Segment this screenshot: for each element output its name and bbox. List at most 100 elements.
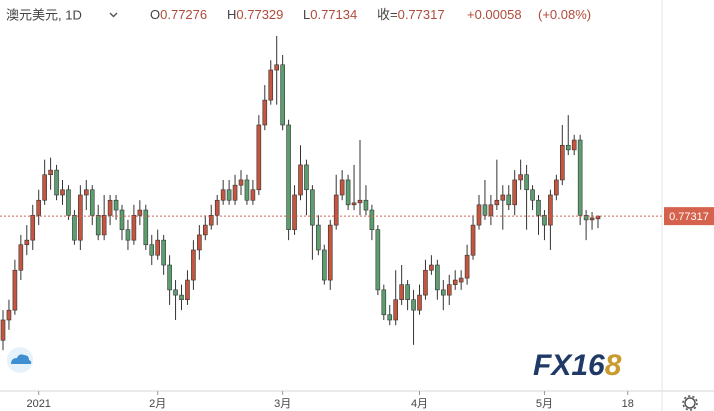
candle-body [583,214,589,221]
candle-body [214,199,220,216]
candle-body [512,179,518,206]
candle-body [458,277,464,283]
candle-body [452,279,458,285]
candle-body [304,164,309,191]
candle-body [54,169,59,196]
candle-body [464,254,470,279]
high-letter: H [227,7,236,22]
open-value: 0.77276 [160,7,207,22]
candle-body [571,139,577,151]
candle-body [280,64,285,126]
candle-body [113,199,119,211]
candle-body [30,214,36,241]
candle-body [48,169,53,176]
logo: FX168 [533,349,622,382]
candle-body [565,144,571,151]
candle-body [429,264,434,271]
ohlc-header: O0.77276 H0.77329 L0.77134 收=0.77317 +0.… [150,7,591,22]
candle-body [155,239,160,256]
candle-body [357,199,363,204]
candle-body [84,189,89,196]
candle-body [339,179,345,196]
candle-body [292,194,297,230]
candle-body [0,319,6,341]
x-tick-label: 2021 [26,398,50,410]
candle-body [274,64,280,71]
candle-body [6,309,12,321]
candle-body [131,214,137,241]
candle-body [298,164,303,196]
last-price-tag [664,207,714,226]
candle-body [494,199,500,206]
candle-body [435,264,440,291]
x-tick-label: 4月 [411,398,428,410]
candle-body [446,284,452,296]
cloud [11,354,32,364]
candle-body [506,194,512,206]
candle-body [518,174,523,181]
candle-body [107,199,113,216]
candle-body [482,204,488,216]
candle-body [256,124,262,191]
settings-icon[interactable] [682,395,698,411]
candle-body [500,194,506,201]
change-pct: (+0.08%) [538,7,591,22]
x-tick-label: 18 [622,398,634,410]
candle-body [18,244,24,271]
candle-body [530,189,535,201]
candle-body [250,189,256,201]
low-letter: L [303,7,310,22]
candle-body [101,214,107,236]
candle-body [327,224,333,281]
candle-body [203,224,208,236]
candle-body [185,279,190,300]
candle-body [42,174,47,201]
candle-body [119,209,125,230]
candle-body [173,289,178,296]
candle-body [542,214,547,226]
candle-body [548,194,553,226]
gear-teeth [682,395,698,411]
low-value: 0.77134 [310,7,357,22]
candle-body [268,69,274,101]
candle-body [89,189,95,216]
candle-body [262,99,268,126]
candle-body [577,139,583,216]
cloud-icon[interactable] [7,347,33,373]
last-price-label: 0.77317 [669,211,709,223]
axis-labels: 0.77317 2021 2月 3月 4月 5月 18 [26,207,714,410]
candle-body [423,269,428,296]
candle-body [220,189,226,201]
candle-body [524,174,529,191]
candle-body [197,234,202,251]
candle-body [381,289,387,316]
candle-body [316,224,321,251]
candle-body [589,217,595,221]
candle-body [208,214,214,226]
candle-body [238,179,244,186]
candle-body [95,214,101,236]
symbol[interactable]: 澳元美元, 1D [6,7,82,22]
candle-body [399,284,404,300]
logo-accent: 8 [605,349,622,382]
interval-chevron[interactable] [109,12,118,18]
candle-body [60,189,65,196]
candle-body [363,199,369,211]
open-letter: O [150,7,160,22]
candle-body [440,289,446,296]
candle-body [310,189,315,226]
candle-body [191,249,196,281]
candle-body [161,239,166,266]
candle-body [405,284,410,300]
candle-body [78,194,83,241]
candle-body [476,204,482,226]
candle-body [333,194,339,226]
candle-body [149,244,155,256]
candle-body [143,209,149,246]
candle-body [393,299,399,321]
candle-body [179,294,184,300]
candle-body [345,179,351,206]
candle-body [125,229,131,241]
